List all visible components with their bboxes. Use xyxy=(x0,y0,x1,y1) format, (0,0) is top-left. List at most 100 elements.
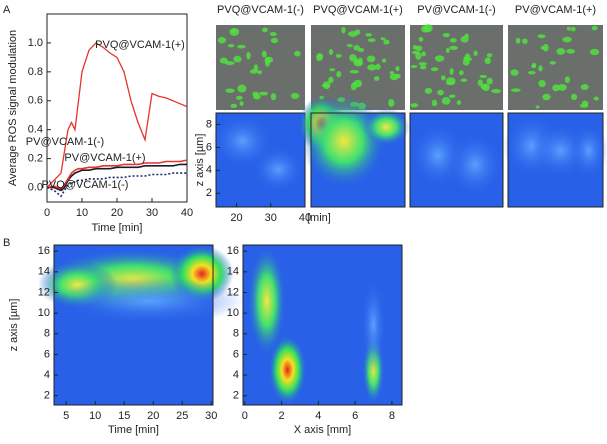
cell xyxy=(449,38,457,43)
cell xyxy=(388,99,395,107)
x-tick-label: 6 xyxy=(352,410,358,422)
cell xyxy=(424,87,433,94)
cell xyxy=(411,50,420,55)
y-tick-label: 0.2 xyxy=(28,153,43,165)
cell xyxy=(441,75,446,81)
x-axis-label: Time [min] xyxy=(92,222,143,234)
cell xyxy=(418,37,424,42)
plot-frame xyxy=(310,112,406,208)
x-axis-label: X axis [mm] xyxy=(294,424,351,436)
y-tick-label: 12 xyxy=(38,286,50,298)
cell xyxy=(237,44,246,49)
cell xyxy=(580,84,589,91)
y-tick-label: 0.8 xyxy=(28,66,43,78)
cell xyxy=(418,62,428,66)
y-tick-label: 6 xyxy=(44,348,50,360)
series-label: PV@VCAM-1(-) xyxy=(26,136,104,148)
cell xyxy=(510,69,519,76)
x-tick-label: 0 xyxy=(44,207,50,219)
y-tick-label: 8 xyxy=(206,118,212,130)
micrograph xyxy=(216,25,305,110)
cell xyxy=(434,55,445,62)
y-axis-label: z axis [µm] xyxy=(8,299,20,352)
plot-frame xyxy=(242,244,403,406)
panel-title: PVQ@VCAM-1(-) xyxy=(217,4,304,16)
cell xyxy=(353,45,360,51)
y-tick-label: 2 xyxy=(233,390,239,402)
heat-spot xyxy=(251,145,305,193)
x-tick-label: 5 xyxy=(63,410,69,422)
series-line xyxy=(46,159,188,190)
cell xyxy=(237,84,247,93)
y-tick-label: 2 xyxy=(206,187,212,199)
cell xyxy=(515,37,521,44)
micrograph xyxy=(508,25,603,110)
cell xyxy=(249,69,258,74)
cell xyxy=(540,45,547,50)
y-tick-label: 10 xyxy=(38,307,50,319)
x-tick-label: 10 xyxy=(76,207,88,219)
panel-title: PVQ@VCAM-1(+) xyxy=(313,4,403,16)
y-tick-label: 16 xyxy=(38,245,50,257)
cell xyxy=(235,95,243,100)
cell xyxy=(358,47,365,53)
cell xyxy=(562,36,572,43)
series-line xyxy=(47,163,187,192)
cell xyxy=(410,64,418,68)
x-tick-label: 30 xyxy=(265,212,277,224)
cell xyxy=(335,53,342,58)
x-tick-label: 15 xyxy=(118,410,130,422)
plot-frame xyxy=(53,244,214,406)
cell xyxy=(395,66,400,72)
cell xyxy=(261,27,268,33)
x-tick-label: 0 xyxy=(242,410,248,422)
cell xyxy=(349,69,359,74)
heat-spot xyxy=(247,245,286,357)
cell xyxy=(542,93,551,101)
cell xyxy=(341,26,346,34)
cell xyxy=(246,51,251,60)
y-tick-label: 16 xyxy=(227,245,239,257)
cell xyxy=(537,34,546,39)
cell xyxy=(538,65,543,72)
cell xyxy=(460,36,469,43)
cell xyxy=(380,37,386,41)
cell xyxy=(473,50,478,57)
heat-spot xyxy=(268,334,307,405)
panel-title: PV@VCAM-1(-) xyxy=(417,4,495,16)
cell xyxy=(484,57,491,65)
cell xyxy=(531,64,536,68)
cell xyxy=(239,101,244,106)
y-tick-label: 14 xyxy=(227,266,239,278)
cell xyxy=(510,88,521,92)
cell xyxy=(431,99,438,107)
cell xyxy=(445,47,450,54)
cell xyxy=(394,73,401,79)
x-unit: [min] xyxy=(307,212,331,224)
heat-spot xyxy=(360,277,387,373)
heat-spot xyxy=(447,131,503,198)
cell xyxy=(367,38,376,43)
series-label: PVQ@VCAM-1(-) xyxy=(42,179,129,191)
cell xyxy=(230,103,238,108)
cell xyxy=(367,64,377,71)
cell xyxy=(257,70,263,75)
y-tick-label: 4 xyxy=(233,369,239,381)
x-tick-label: 30 xyxy=(205,410,217,422)
cell xyxy=(383,39,390,45)
x-axis-label: Time [min] xyxy=(108,424,159,436)
x-tick-label: 25 xyxy=(176,410,188,422)
panel-label: B xyxy=(3,237,10,249)
cell xyxy=(375,63,381,70)
series-line xyxy=(46,42,188,188)
x-tick-label: 30 xyxy=(146,207,158,219)
cell xyxy=(589,48,600,56)
cell xyxy=(449,67,454,75)
x-tick-label: 20 xyxy=(147,410,159,422)
y-tick-label: 0.4 xyxy=(28,124,43,136)
cell xyxy=(535,105,540,109)
cell xyxy=(437,89,444,96)
x-tick-label: 8 xyxy=(389,410,395,422)
cell xyxy=(290,92,300,100)
cell xyxy=(270,37,279,44)
